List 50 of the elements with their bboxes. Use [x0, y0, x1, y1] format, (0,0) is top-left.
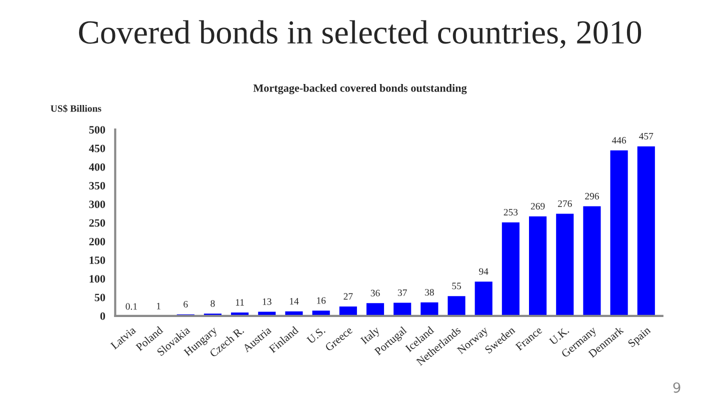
y-axis-title: US$ Billions [50, 104, 102, 112]
data-label: 13 [262, 298, 272, 305]
bar [608, 149, 630, 316]
data-label: 276 [558, 200, 572, 207]
bar [365, 302, 386, 316]
data-label: 27 [344, 293, 353, 300]
data-label: 457 [639, 132, 654, 140]
data-label: 11 [236, 299, 244, 306]
bar [582, 204, 602, 316]
data-label: 8 [210, 300, 215, 307]
chart-subtitle: Mortgage-backed covered bonds outstanding [253, 84, 467, 94]
data-label: 16 [317, 297, 326, 304]
bar [392, 301, 413, 316]
data-label: 37 [398, 289, 407, 296]
data-label: 14 [290, 298, 299, 304]
data-label: 0.1 [126, 303, 137, 310]
text: 9 [673, 382, 680, 393]
data-label: 94 [479, 268, 488, 275]
bar [473, 280, 494, 316]
y-tick-label: 0 [100, 312, 106, 320]
y-tick-label: 500 [89, 126, 106, 134]
bar [636, 144, 656, 316]
bar [554, 212, 576, 316]
chart-title: Covered bonds in selected countries, 2010 [79, 20, 642, 49]
y-tick-label: 50 [94, 294, 106, 302]
y-tick-label: 350 [89, 182, 106, 190]
y-tick-label: 400 [88, 163, 106, 171]
y-tick-label: 150 [90, 256, 106, 264]
data-label: 38 [425, 289, 434, 296]
data-label: 36 [370, 290, 380, 296]
bar [528, 214, 548, 316]
x-tick-label: U.S. [306, 326, 326, 344]
bar [500, 220, 521, 316]
y-tick-label: 200 [89, 238, 106, 246]
data-label: 6 [184, 300, 188, 308]
data-label: 269 [530, 202, 545, 210]
data-label: 296 [585, 192, 599, 200]
data-label: 446 [612, 137, 626, 144]
data-label: 1 [156, 302, 160, 310]
y-tick-label: 250 [89, 219, 106, 227]
y-tick-label: 450 [88, 144, 106, 152]
data-label: 55 [452, 282, 462, 290]
x-tick-label: Spain [628, 326, 652, 350]
bar [419, 301, 440, 316]
bar [446, 294, 467, 316]
bar [310, 309, 332, 316]
y-tick-label: 300 [89, 200, 106, 208]
bar [338, 305, 358, 316]
data-label: 253 [504, 208, 518, 216]
y-tick-label: 100 [90, 275, 106, 283]
